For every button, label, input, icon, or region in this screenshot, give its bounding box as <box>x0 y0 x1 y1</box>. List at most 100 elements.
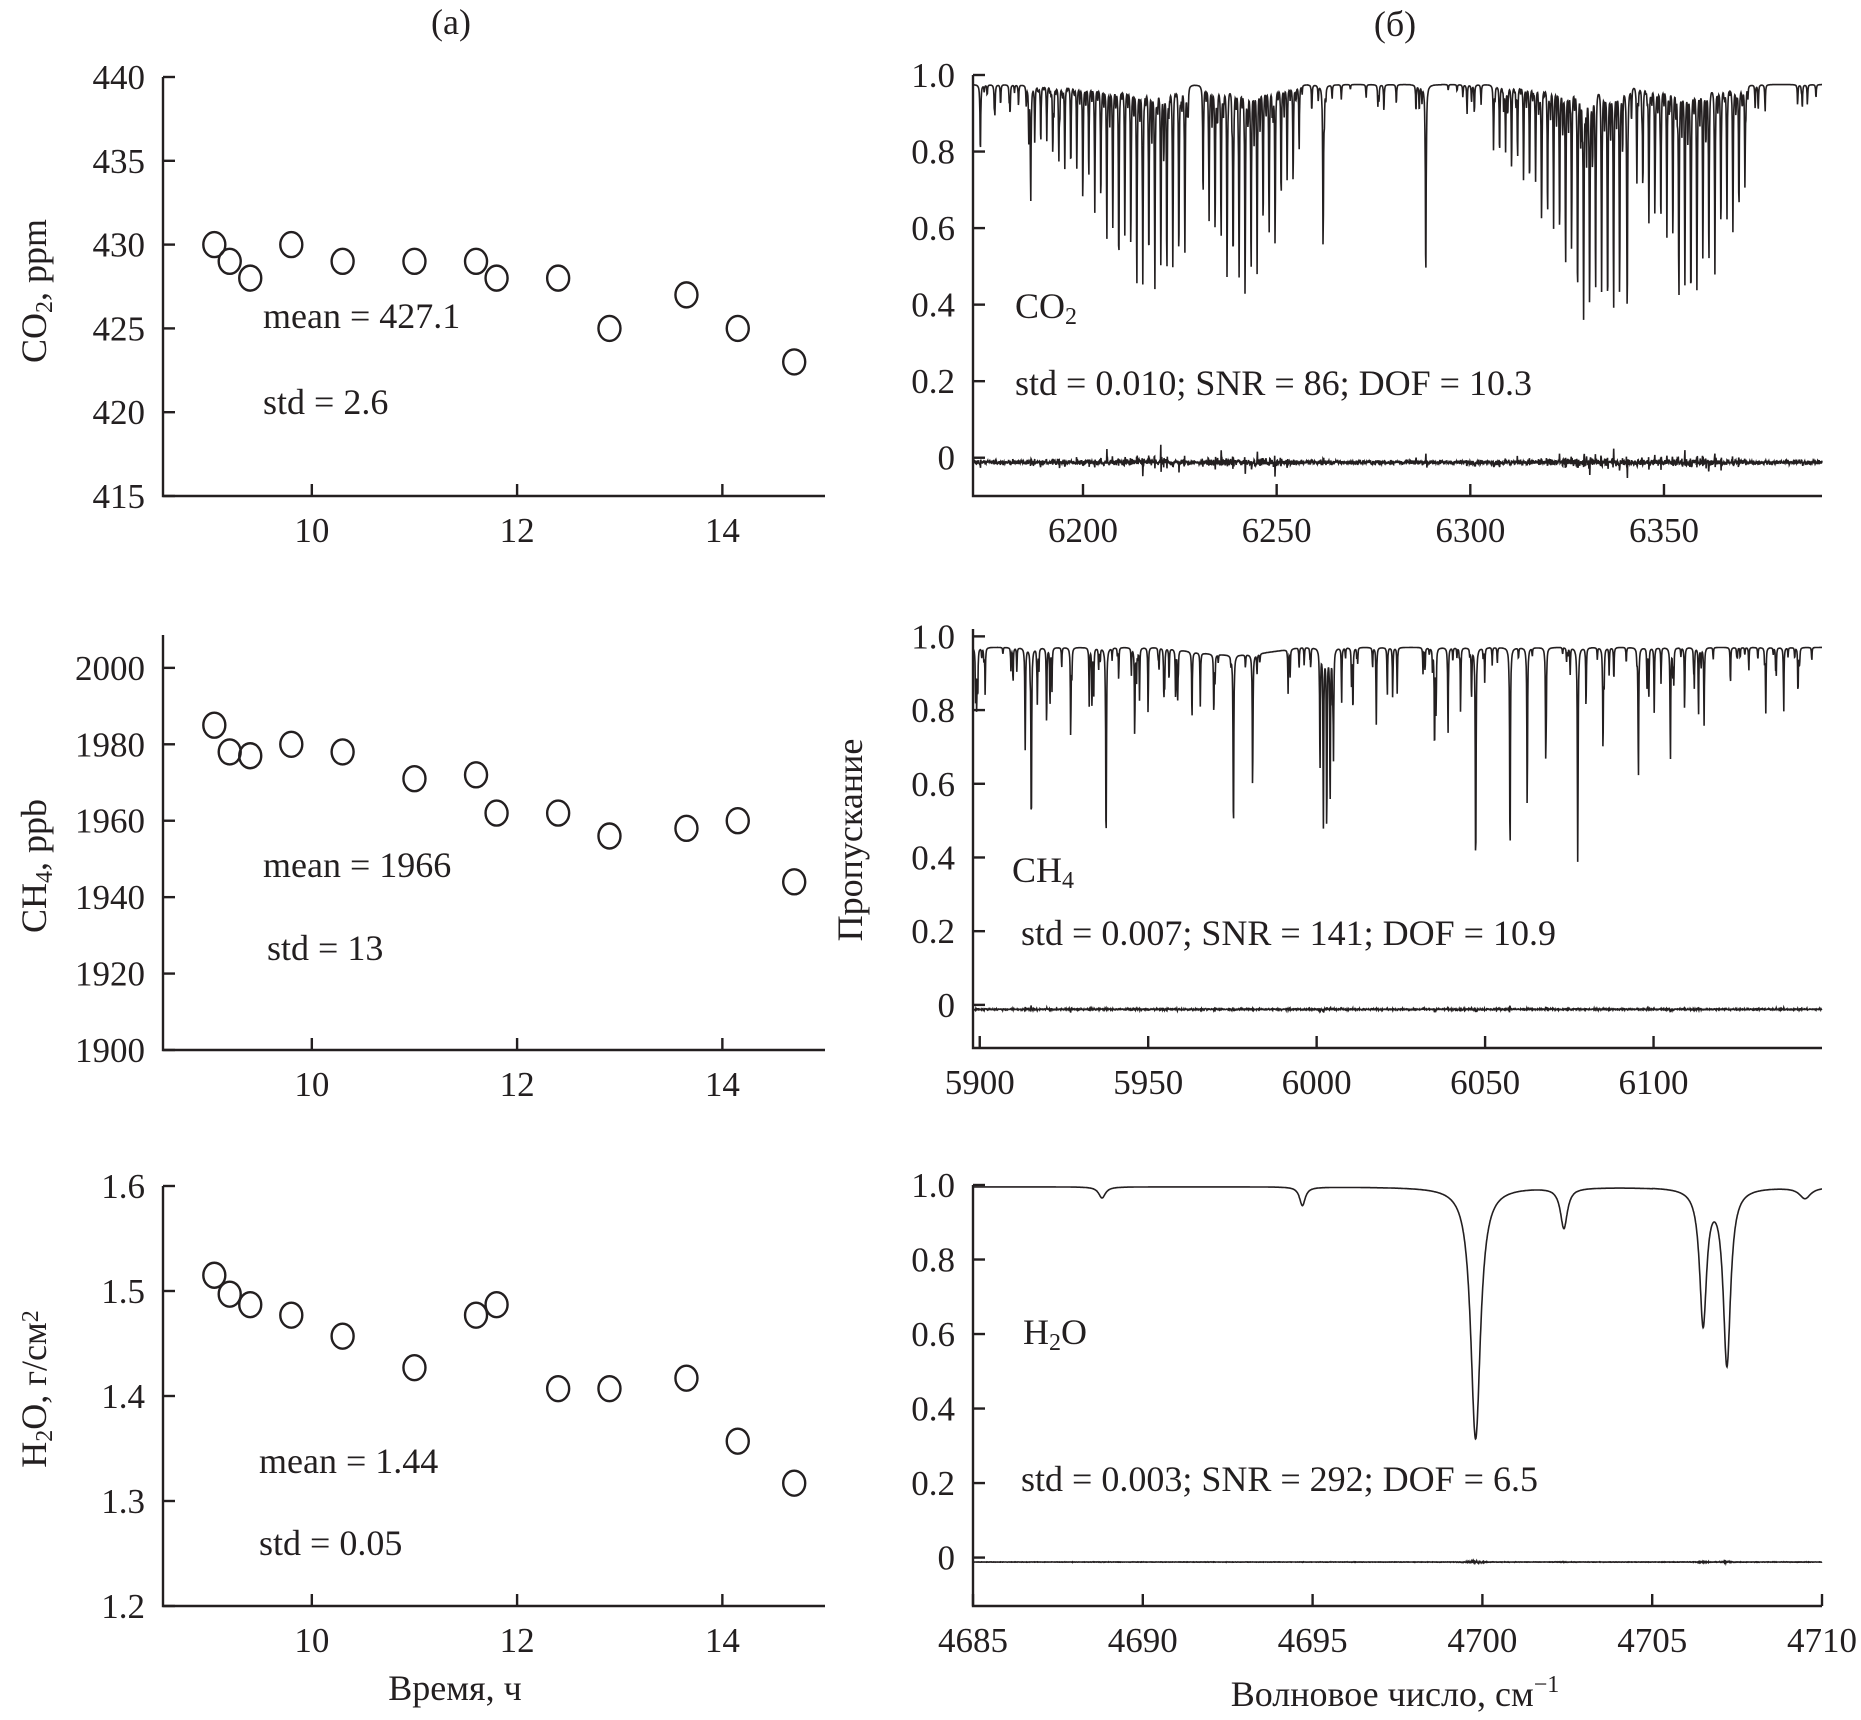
y-tick-label: 1960 <box>75 802 145 841</box>
data-point <box>463 1301 489 1329</box>
transmission-spectrum <box>972 646 1822 862</box>
y-tick-label: 0.4 <box>911 1390 955 1429</box>
wavenumber-axis-label-sup: −1 <box>1534 1672 1560 1698</box>
label-part: 2 <box>18 1310 44 1322</box>
data-point <box>217 1280 242 1308</box>
y-tick-label: 1940 <box>75 878 145 917</box>
y-tick-label: 1980 <box>75 725 145 764</box>
data-point <box>238 264 263 292</box>
label-part: H <box>14 1442 54 1468</box>
y-tick-label: 1.6 <box>101 1167 145 1206</box>
label-part: 2 <box>1049 1330 1061 1356</box>
label-part: CO <box>1015 286 1065 326</box>
x-tick-label: 4685 <box>938 1621 1008 1660</box>
y-axis-label: CH4, ppb <box>14 799 58 933</box>
y-tick-label: 1.5 <box>101 1272 145 1311</box>
data-point <box>402 764 427 793</box>
y-tick-label: 1.0 <box>911 617 955 656</box>
y-tick-label: 0 <box>938 439 956 478</box>
mean-annotation: mean = 427.1 <box>263 296 460 336</box>
residual-spectrum <box>972 1558 1823 1567</box>
data-point <box>202 711 227 739</box>
data-point <box>202 1261 227 1289</box>
axis-lines <box>971 629 1822 1050</box>
fit-statistics: std = 0.007; SNR = 141; DOF = 10.9 <box>1021 913 1556 953</box>
y-tick-label: 0.6 <box>911 209 955 248</box>
x-tick-label: 14 <box>705 1065 740 1104</box>
data-point <box>484 264 509 292</box>
y-tick-label: 0 <box>938 986 956 1025</box>
data-point <box>725 1427 750 1455</box>
transmission-axis-label: Пропускание <box>830 739 870 942</box>
y-tick-label: 1920 <box>75 955 145 994</box>
y-tick-label: 1.4 <box>101 1377 145 1416</box>
y-tick-label: 435 <box>93 142 146 181</box>
x-tick-label: 10 <box>294 1065 329 1104</box>
data-point <box>202 230 227 259</box>
y-tick-label: 0.6 <box>911 765 955 804</box>
y-tick-label: 425 <box>93 309 146 348</box>
label-part: O <box>1061 1312 1087 1352</box>
data-point <box>674 281 699 309</box>
data-point <box>330 1322 355 1350</box>
y-tick-label: 0.2 <box>911 912 955 951</box>
y-tick-label: 0.4 <box>911 838 955 877</box>
data-point <box>725 807 750 835</box>
data-point <box>597 314 622 343</box>
label-part: 2 <box>32 1430 58 1442</box>
label-part: CO <box>14 313 54 363</box>
gas-label: CH4 <box>1012 850 1074 894</box>
data-point <box>217 738 242 766</box>
co2-spectrum-chart: 6200 6250 6300 6350 0 0.2 0.4 0.6 0.8 1.0 CO2 std =… <box>911 56 1823 550</box>
y-tick-label: 0 <box>938 1539 956 1578</box>
co2-time-chart: 10 12 14 415 420 425 430 435 440 mean = 427.1 std … <box>14 58 825 550</box>
y-axis-label: CO2, ppm <box>14 219 58 363</box>
ch4-spectrum-chart: 5900 5950 6000 6050 6100 0 0.2 0.4 0.6 0.8 1.0 CH4 s… <box>911 617 1823 1102</box>
x-tick-label: 6350 <box>1629 511 1699 550</box>
label-part: 4 <box>1062 868 1074 894</box>
mean-annotation: mean = 1.44 <box>259 1441 438 1481</box>
y-tick-label: 0.2 <box>911 362 955 401</box>
data-point <box>782 348 807 376</box>
data-point <box>238 742 263 770</box>
transmission-spectrum <box>973 1186 1822 1441</box>
x-tick-label: 6250 <box>1242 511 1312 550</box>
data-point <box>674 1364 699 1392</box>
residual-spectrum <box>972 1004 1823 1015</box>
std-annotation: std = 0.05 <box>259 1523 402 1563</box>
data-point <box>279 1301 304 1329</box>
h2o-time-chart: 10 12 14 1.2 1.3 1.4 1.5 1.6 mean = 1.44 std = 0.… <box>14 1167 825 1660</box>
data-point <box>545 1374 571 1403</box>
x-tick-label: 6100 <box>1619 1063 1689 1102</box>
x-tick-label: 4705 <box>1617 1621 1687 1660</box>
data-point <box>545 264 571 292</box>
y-tick-label: 0.8 <box>911 1241 955 1280</box>
x-tick-label: 6200 <box>1048 511 1118 550</box>
y-tick-label: 1.0 <box>911 1166 955 1205</box>
x-tick-label: 12 <box>500 1621 535 1660</box>
x-tick-label: 14 <box>705 511 740 550</box>
data-point <box>402 247 427 276</box>
data-point <box>725 314 750 343</box>
std-annotation: std = 2.6 <box>263 382 388 422</box>
x-tick-label: 4695 <box>1278 1621 1348 1660</box>
data-point <box>597 1374 622 1403</box>
data-point <box>402 1353 427 1382</box>
y-tick-label: 430 <box>93 226 146 265</box>
x-tick-label: 4690 <box>1108 1621 1178 1660</box>
y-tick-label: 1.3 <box>101 1482 145 1521</box>
x-tick-label: 10 <box>294 1621 329 1660</box>
data-point <box>545 799 571 827</box>
label-part: O, г/см <box>14 1322 54 1430</box>
data-point <box>238 1290 263 1319</box>
axis-lines <box>161 77 825 498</box>
y-tick-label: 440 <box>93 58 146 97</box>
y-tick-label: 0.4 <box>911 286 955 325</box>
y-tick-label: 0.8 <box>911 133 955 172</box>
label-part: 4 <box>32 871 58 883</box>
y-axis-label: H2O, г/см2 <box>14 1310 58 1468</box>
label-part: H <box>1023 1312 1049 1352</box>
wavenumber-axis-label: Волновое число, см−1 <box>1231 1672 1560 1714</box>
x-tick-label: 4700 <box>1447 1621 1517 1660</box>
label-part: 2 <box>1065 304 1077 330</box>
